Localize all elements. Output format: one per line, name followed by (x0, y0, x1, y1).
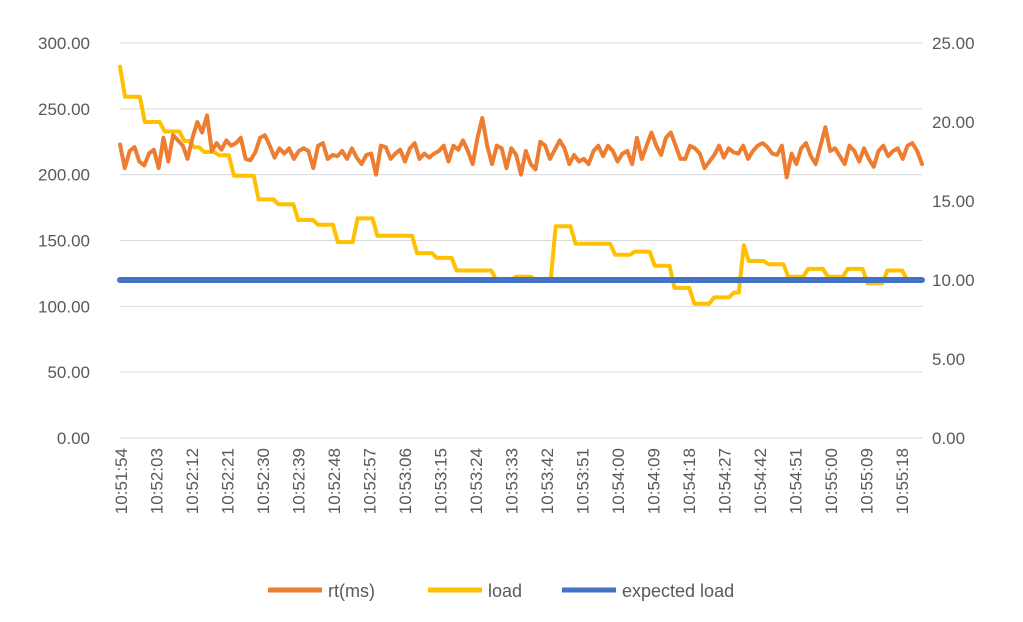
x-tick-label: 10:54:51 (787, 448, 806, 514)
gridlines (120, 42, 922, 439)
x-tick-label: 10:52:03 (148, 448, 167, 514)
x-tick-label: 10:51:54 (112, 448, 131, 514)
x-tick-label: 10:54:18 (680, 448, 699, 514)
x-tick-label: 10:55:00 (822, 448, 841, 514)
x-tick-label: 10:54:27 (716, 448, 735, 514)
x-tick-label: 10:54:00 (609, 448, 628, 514)
x-tick-label: 10:52:12 (183, 448, 202, 514)
x-tick-label: 10:52:48 (325, 448, 344, 514)
x-axis: 10:51:54 10:52:03 10:52:12 10:52:21 10:52:30… (112, 448, 912, 514)
x-tick-label: 10:53:51 (574, 448, 593, 514)
legend-label: rt(ms) (328, 581, 375, 601)
x-tick-label: 10:53:24 (467, 448, 486, 514)
x-tick-label: 10:55:18 (893, 448, 912, 514)
x-tick-label: 10:52:39 (290, 448, 309, 514)
x-tick-label: 10:53:15 (432, 448, 451, 514)
y-left-tick-label: 250.00 (38, 100, 90, 119)
y-left-tick-label: 0.00 (57, 429, 90, 448)
series-line-rt-ms- (118, 113, 924, 180)
y-right-tick-label: 0.00 (932, 429, 965, 448)
series-group (117, 64, 925, 306)
x-tick-label: 10:52:30 (254, 448, 273, 514)
legend-label: load (488, 581, 522, 601)
x-tick-label: 10:53:33 (503, 448, 522, 514)
series-line-load (118, 64, 924, 306)
y-axis-right: 0.00 5.00 10.00 15.00 20.00 25.00 (932, 34, 975, 448)
x-tick-label: 10:53:42 (538, 448, 557, 514)
y-left-tick-label: 200.00 (38, 166, 90, 185)
y-right-tick-label: 25.00 (932, 34, 975, 53)
y-axis-left: 0.00 50.00 100.00 150.00 200.00 250.00 300.00 (38, 34, 90, 448)
y-right-tick-label: 5.00 (932, 350, 965, 369)
y-right-tick-label: 15.00 (932, 192, 975, 211)
y-right-tick-label: 20.00 (932, 113, 975, 132)
x-tick-label: 10:54:42 (751, 448, 770, 514)
y-left-tick-label: 150.00 (38, 232, 90, 251)
y-left-tick-label: 100.00 (38, 297, 90, 316)
y-left-tick-label: 50.00 (47, 363, 90, 382)
x-tick-label: 10:53:06 (396, 448, 415, 514)
x-tick-label: 10:52:57 (361, 448, 380, 514)
x-tick-label: 10:52:21 (219, 448, 238, 514)
legend: rt(ms) load expected load (268, 581, 734, 601)
x-tick-label: 10:55:09 (858, 448, 877, 514)
legend-label: expected load (622, 581, 734, 601)
y-left-tick-label: 300.00 (38, 34, 90, 53)
x-tick-label: 10:54:09 (645, 448, 664, 514)
y-right-tick-label: 10.00 (932, 271, 975, 290)
